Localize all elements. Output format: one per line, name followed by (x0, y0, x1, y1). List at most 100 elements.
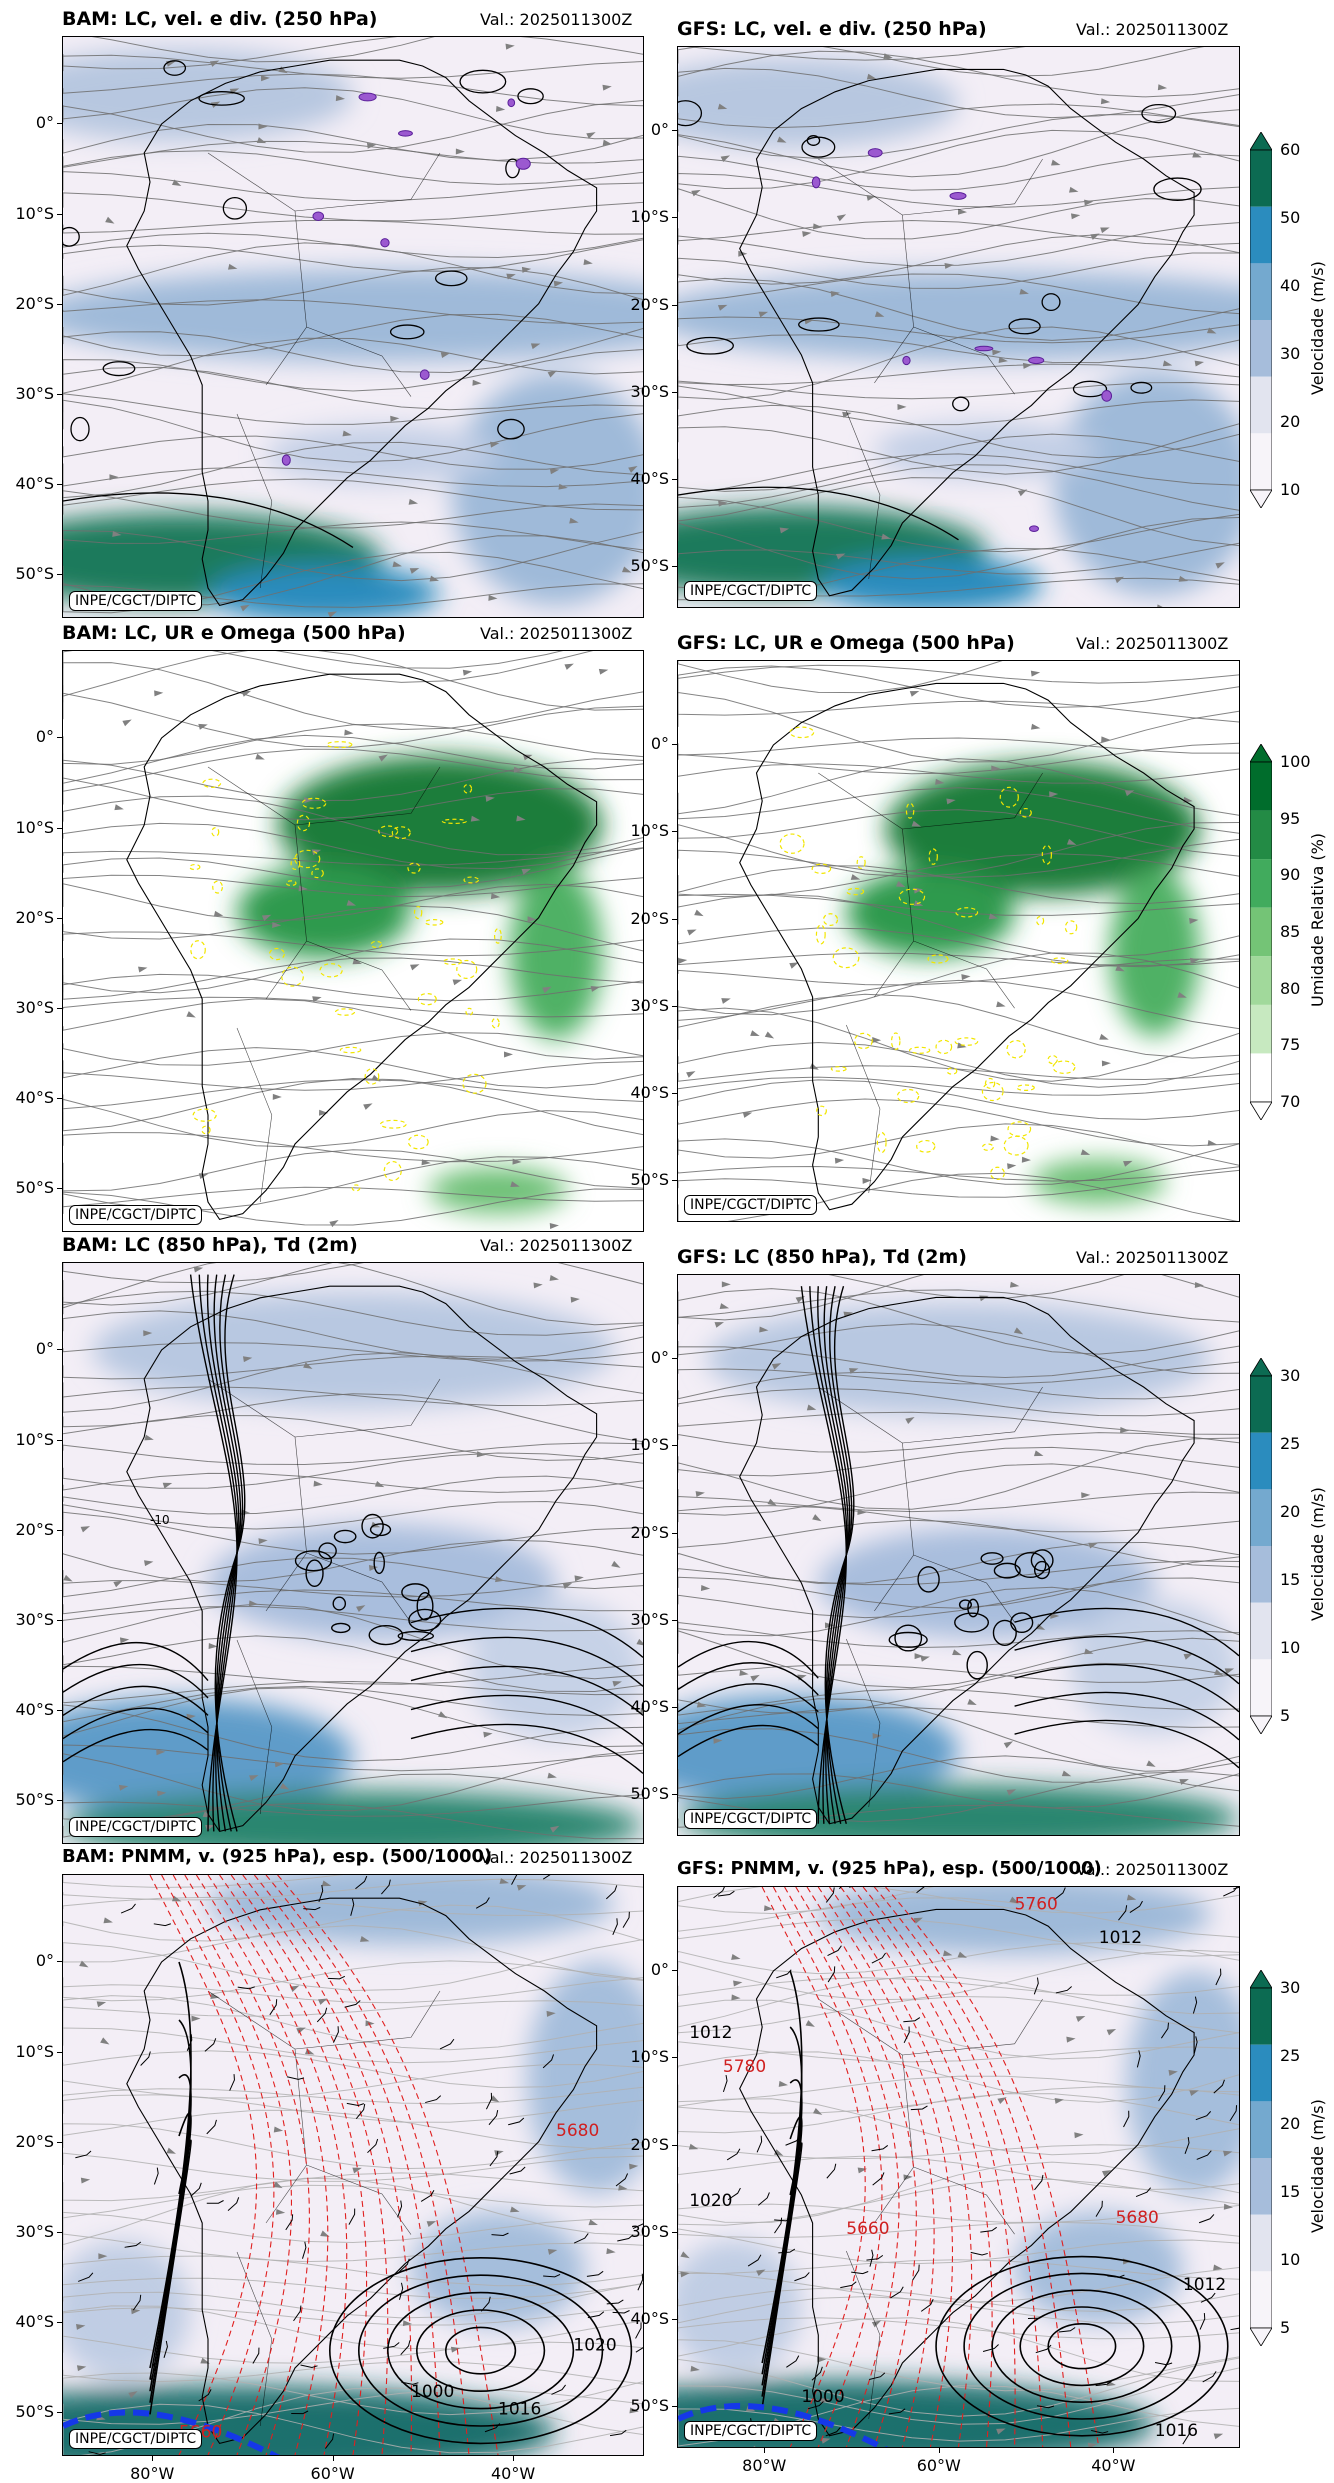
colorbar-tick-label: 10 (1280, 2250, 1301, 2269)
latitude-label: 20°S (630, 294, 669, 314)
latitude-label: 30°S (15, 997, 54, 1017)
axis-tick (57, 1529, 62, 1531)
colorbar-tick-label: 15 (1280, 2182, 1301, 2201)
axis-tick (57, 1439, 62, 1441)
longitude-label: 60°W (916, 2456, 961, 2475)
colorbar-tick-label: 30 (1280, 1978, 1301, 1997)
colorbar-tick-label: 5 (1280, 2318, 1291, 2337)
latitude-label: 50°S (15, 1790, 54, 1810)
axis-tick (57, 1098, 62, 1100)
panel-title: GFS: PNMM, v. (925 hPa), esp. (500/1000) (677, 1858, 1102, 1879)
colorbar-tick-label: 50 (1280, 208, 1301, 227)
map-canvas (678, 47, 1239, 607)
latitude-label: 0° (35, 1951, 54, 1971)
axis-tick (672, 2318, 677, 2320)
axis-tick (513, 2456, 515, 2461)
contour-label: 1012 (1099, 1928, 1142, 1948)
latitude-label: 0° (35, 113, 54, 133)
colorbar-title: Velocidade (m/s) (1308, 1487, 1327, 1621)
contour-label: 5780 (723, 2057, 766, 2077)
axis-tick (672, 1619, 677, 1621)
colorbar-tick-label: 20 (1280, 412, 1301, 431)
axis-tick (672, 1706, 677, 1708)
colorbar (1250, 744, 1272, 1120)
panel-title: GFS: LC, UR e Omega (500 hPa) (677, 632, 1015, 654)
panel-title: BAM: LC (850 hPa), Td (2m) (62, 1234, 358, 1256)
map-gfs-500: INPE/CGCT/DIPTC (677, 660, 1240, 1222)
latitude-label: 20°S (15, 293, 54, 313)
contour-label: 1000 (801, 2387, 844, 2407)
latitude-label: 50°S (630, 1169, 669, 1189)
colorbar-tick-label: 70 (1280, 1092, 1301, 1111)
latitude-label: 10°S (15, 203, 54, 223)
axis-tick (672, 217, 677, 219)
panel-valid-time: Val.: 2025011300Z (1076, 634, 1229, 653)
contour-label: 1012 (689, 2023, 732, 2043)
contour-label: 5680 (1116, 2208, 1159, 2228)
longitude-label: 80°W (742, 2456, 787, 2475)
panel-valid-time: Val.: 2025011300Z (480, 624, 633, 643)
latitude-label: 40°S (630, 1082, 669, 1102)
panel-valid-time: Val.: 2025011300Z (1076, 1248, 1229, 1267)
axis-tick (57, 2141, 62, 2143)
axis-tick (672, 2144, 677, 2146)
contour-label: 1000 (411, 2382, 454, 2402)
latitude-label: 10°S (630, 1435, 669, 1455)
panel-valid-time: Val.: 2025011300Z (1076, 20, 1229, 39)
axis-tick (57, 737, 62, 739)
latitude-label: 40°S (630, 468, 669, 488)
colorbar-tick-label: 25 (1280, 1434, 1301, 1453)
latitude-label: 50°S (630, 555, 669, 575)
latitude-label: 40°S (15, 1088, 54, 1108)
latitude-label: 30°S (630, 381, 669, 401)
colorbar-tick-label: 75 (1280, 1035, 1301, 1055)
credit-label: INPE/CGCT/DIPTC (69, 591, 203, 611)
axis-tick (672, 744, 677, 746)
latitude-label: 30°S (15, 2221, 54, 2241)
colorbar-tick-label: 85 (1280, 922, 1301, 941)
colorbar-tick-label: 10 (1280, 480, 1301, 499)
axis-tick (57, 1188, 62, 1190)
contour-label: 5760 (1015, 1894, 1058, 1914)
latitude-label: 30°S (630, 1609, 669, 1629)
panel-title: BAM: LC, UR e Omega (500 hPa) (62, 622, 406, 644)
colorbar-tick-label: 25 (1280, 2046, 1301, 2065)
latitude-label: 30°S (630, 2221, 669, 2241)
credit-label: INPE/CGCT/DIPTC (684, 2421, 818, 2441)
map-bam-250: INPE/CGCT/DIPTC (62, 36, 644, 618)
longitude-label: 40°W (1091, 2456, 1136, 2475)
longitude-label: 80°W (130, 2464, 175, 2483)
credit-label: INPE/CGCT/DIPTC (69, 1817, 203, 1837)
latitude-label: 0° (650, 734, 669, 754)
colorbar-tick-label: 30 (1280, 344, 1301, 363)
axis-tick (672, 565, 677, 567)
panel-title: GFS: LC (850 hPa), Td (2m) (677, 1246, 967, 1268)
axis-tick (672, 1005, 677, 1007)
latitude-label: 20°S (630, 908, 669, 928)
axis-tick (57, 1349, 62, 1351)
axis-tick (57, 2412, 62, 2414)
map-gfs-850: INPE/CGCT/DIPTC (677, 1274, 1240, 1836)
latitude-label: 20°S (630, 1522, 669, 1542)
axis-tick (672, 478, 677, 480)
colorbar-tick-label: 80 (1280, 978, 1301, 998)
latitude-label: 50°S (15, 1178, 54, 1198)
latitude-label: 40°S (15, 474, 54, 494)
latitude-label: 0° (35, 727, 54, 747)
colorbar-tick-label: 100 (1280, 752, 1311, 771)
axis-tick (57, 2051, 62, 2053)
colorbar-tick-label: 40 (1280, 276, 1301, 295)
axis-tick (672, 304, 677, 306)
panel-title: GFS: LC, vel. e div. (250 hPa) (677, 18, 987, 40)
map-gfs-250: INPE/CGCT/DIPTC (677, 46, 1240, 608)
axis-tick (57, 484, 62, 486)
contour-label: 5660 (846, 2219, 889, 2239)
colorbar-tick-label: 15 (1280, 1570, 1301, 1589)
axis-tick (1113, 2448, 1115, 2453)
latitude-label: 10°S (630, 821, 669, 841)
map-gfs-pnmm: 1012 1012 5760 5780 1020 1016 1012 5680 5660 1000… (677, 1886, 1240, 2448)
map-canvas: -10 (63, 1263, 643, 1843)
axis-tick (672, 1358, 677, 1360)
axis-tick (57, 1800, 62, 1802)
credit-label: INPE/CGCT/DIPTC (684, 581, 818, 601)
